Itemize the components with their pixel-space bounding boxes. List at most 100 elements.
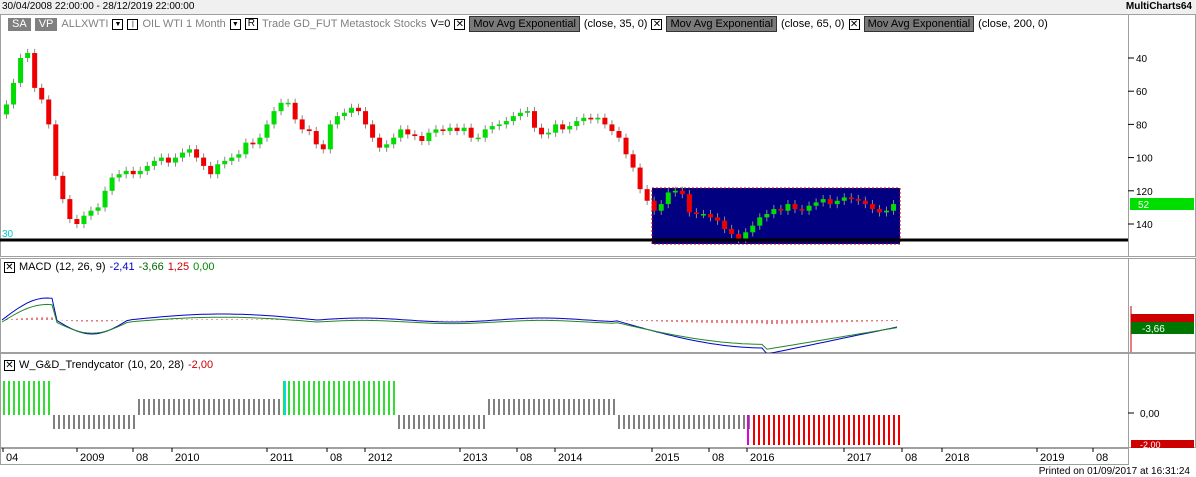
- trendy-bar: [268, 399, 270, 415]
- symbol-dropdown[interactable]: ▼: [112, 18, 124, 30]
- candle-up: [215, 164, 221, 175]
- candle-down: [686, 194, 692, 213]
- trendy-bar: [533, 399, 535, 415]
- trendy-bar: [443, 415, 445, 429]
- trendy-bar: [308, 381, 310, 415]
- trendy-magenta-bar: [747, 415, 749, 445]
- candle-up: [700, 214, 706, 216]
- trendy-bar: [53, 415, 55, 429]
- r-button[interactable]: R: [244, 18, 259, 30]
- trendy-bar: [313, 381, 315, 415]
- trendy-bar: [168, 399, 170, 415]
- trendy-bar: [303, 381, 305, 415]
- remove-ema2-icon[interactable]: ✕: [651, 18, 663, 30]
- trendy-bar: [458, 415, 460, 429]
- ema3-params: (close, 200, 0): [978, 18, 1048, 30]
- x-tick-label: 2017: [847, 452, 871, 464]
- trendy-bar: [658, 415, 660, 429]
- remove-macd-icon[interactable]: ✕: [4, 261, 15, 273]
- macd-red-badge: [1131, 314, 1194, 324]
- trendy-bar: [383, 381, 385, 415]
- trendy-bar: [438, 415, 440, 429]
- candle-up: [820, 199, 826, 203]
- candle-down: [679, 190, 685, 195]
- trendy-red-badge: [1131, 440, 1194, 448]
- trendy-bar: [38, 381, 40, 415]
- candle-down: [46, 99, 52, 125]
- trendy-bar: [198, 399, 200, 415]
- candle-up: [229, 157, 235, 161]
- candle-up: [503, 121, 509, 125]
- candle-down: [588, 117, 594, 120]
- candle-up: [109, 177, 115, 191]
- x-tick-label: 2015: [655, 452, 679, 464]
- trendy-bar: [858, 415, 860, 445]
- trendy-bar: [58, 415, 60, 429]
- sa-button[interactable]: SA: [8, 17, 31, 31]
- trendy-bar: [773, 415, 775, 445]
- candle-down: [532, 111, 537, 128]
- price-chart: 30 140 120 100 80 60 40 52: [0, 48, 1194, 245]
- ema2-params: (close, 65, 0): [781, 18, 845, 30]
- candle-up: [750, 225, 756, 233]
- candle-up: [187, 149, 193, 153]
- candle-down: [201, 157, 207, 166]
- trendy-bar: [838, 415, 840, 445]
- candle-down: [792, 204, 798, 210]
- candle-down: [778, 209, 784, 211]
- desc-dropdown[interactable]: ▼: [229, 18, 241, 30]
- x-tick-label: 2016: [750, 452, 774, 464]
- candle-up: [546, 132, 552, 135]
- ema2-button[interactable]: Mov Avg Exponential: [666, 16, 778, 32]
- trendy-bar: [128, 415, 130, 429]
- trendy-bar: [188, 399, 190, 415]
- candle-down: [644, 189, 650, 201]
- candle-up: [327, 124, 333, 150]
- candle-down: [405, 129, 411, 135]
- macd-right-value: -3,66: [1142, 324, 1165, 335]
- trendy-bar: [553, 399, 555, 415]
- candle-up: [743, 232, 749, 239]
- trendy-bar: [488, 399, 490, 415]
- last-price-badge: [1130, 198, 1194, 210]
- trendy-bar: [33, 381, 35, 415]
- candle-up: [158, 157, 164, 161]
- candle-up: [180, 152, 185, 158]
- price-tick-label: 40: [1136, 54, 1148, 65]
- vp-button[interactable]: VP: [34, 17, 58, 31]
- trendy-chart: 0,00 -2,00: [3, 381, 1194, 448]
- trendy-bar: [258, 399, 260, 415]
- candle-down: [722, 220, 728, 229]
- trendy-bar: [843, 415, 845, 445]
- trendy-bar: [73, 415, 75, 429]
- candle-up: [891, 204, 897, 211]
- candle-up: [102, 190, 108, 208]
- ema3-button[interactable]: Mov Avg Exponential: [863, 16, 975, 32]
- candle-down: [560, 124, 566, 130]
- candle-down: [60, 175, 66, 200]
- candle-down: [299, 119, 305, 130]
- remove-trendy-icon[interactable]: ✕: [4, 359, 15, 371]
- trendy-legend: ✕ W_G&D_Trendycator (10, 20, 28) -2,00: [4, 359, 213, 371]
- trendy-bar: [718, 415, 720, 429]
- trendy-bar: [423, 415, 425, 429]
- trendy-bar: [83, 415, 85, 429]
- trendy-bar: [103, 415, 105, 429]
- trendy-bar: [253, 399, 255, 415]
- remove-ema3-icon[interactable]: ✕: [848, 18, 860, 30]
- remove-ema1-icon[interactable]: ✕: [454, 18, 466, 30]
- ema1-button[interactable]: Mov Avg Exponential: [469, 16, 580, 32]
- trendy-bar: [78, 415, 80, 429]
- trendy-bar: [638, 415, 640, 429]
- candle-up: [144, 165, 150, 171]
- candle-down: [602, 117, 608, 125]
- interval-dropdown[interactable]: |: [127, 18, 139, 30]
- trendy-bar: [173, 399, 175, 415]
- macd-legend: ✕ MACD (12, 26, 9) -2,41 -3,66 1,25 0,00: [4, 261, 215, 273]
- x-tick-label: 2019: [1040, 452, 1064, 464]
- trendy-bar: [788, 415, 790, 445]
- candle-down: [320, 144, 326, 150]
- candle-up: [489, 126, 495, 130]
- trendy-bar: [113, 415, 115, 429]
- trendy-bar: [233, 399, 235, 415]
